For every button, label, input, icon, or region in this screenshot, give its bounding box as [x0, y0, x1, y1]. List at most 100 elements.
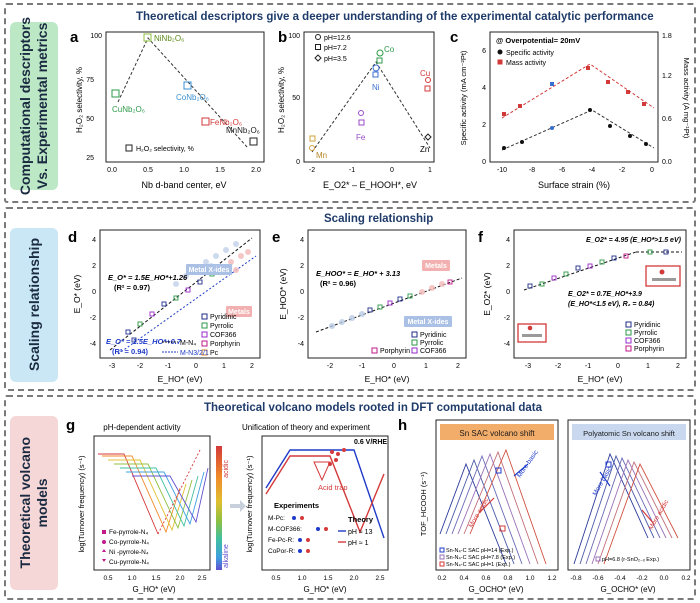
svg-text:-0.8: -0.8: [570, 575, 582, 582]
panel-c: c @ Overpotential= 20mV Specific activit…: [450, 29, 691, 190]
svg-text:Acid trap: Acid trap: [318, 483, 348, 492]
svg-text:4: 4: [482, 85, 486, 92]
svg-text:Ni -pyrrole-N₄: Ni -pyrrole-N₄: [109, 549, 149, 556]
svg-text:1: 1: [222, 363, 226, 370]
svg-text:Experiments: Experiments: [274, 501, 319, 510]
svg-text:4: 4: [506, 237, 510, 244]
svg-text:Porphyrin: Porphyrin: [380, 348, 410, 355]
svg-text:H₂O₂ selectivity, %: H₂O₂ selectivity, %: [75, 67, 84, 133]
svg-text:Unification of theory and expe: Unification of theory and experiment: [242, 423, 371, 432]
svg-text:pH=6.8 (r-SnO₂₋ₓ Exp.): pH=6.8 (r-SnO₂₋ₓ Exp.): [602, 557, 659, 563]
panel-b: b pH=12.6 pH=7.2 pH=3.5 Co Ni Cu Fe Mn Z…: [277, 29, 435, 190]
svg-text:Mn: Mn: [316, 151, 327, 160]
svg-text:Cu: Cu: [420, 69, 430, 78]
svg-text:0.2: 0.2: [681, 575, 690, 582]
svg-text:-0.2: -0.2: [636, 575, 648, 582]
svg-text:E_HO* (eV): E_HO* (eV): [578, 374, 623, 384]
svg-text:Pyrrolic: Pyrrolic: [420, 340, 444, 347]
svg-text:Porphyrin: Porphyrin: [634, 346, 664, 353]
svg-text:-2: -2: [619, 167, 625, 174]
svg-text:CuNb₂O₆: CuNb₂O₆: [112, 105, 145, 114]
svg-text:2.5: 2.5: [375, 575, 384, 582]
svg-text:H₂O₂ selectivity, %: H₂O₂ selectivity, %: [136, 146, 194, 153]
svg-text:0.8: 0.8: [503, 575, 512, 582]
svg-text:(R² = 0.96): (R² = 0.96): [320, 279, 357, 288]
section-title-volcano: Theoretical volcano models rooted in DFT…: [204, 402, 543, 414]
svg-text:-4: -4: [589, 167, 595, 174]
svg-text:Surface strain (%): Surface strain (%): [538, 180, 610, 190]
svg-text:1: 1: [428, 167, 432, 174]
svg-text:G_HO* (eV): G_HO* (eV): [132, 585, 175, 594]
panel-d: d Metal X-ides Metals E_O* = 1.5E_HO*+1.…: [68, 229, 261, 384]
svg-text:Mass activity: Mass activity: [506, 60, 547, 67]
svg-text:Sn SAC volcano shift: Sn SAC volcano shift: [459, 429, 535, 438]
svg-text:-2: -2: [555, 363, 561, 370]
svg-text:2: 2: [456, 363, 460, 370]
svg-text:1.0: 1.0: [525, 575, 534, 582]
svg-text:2.0: 2.0: [349, 575, 358, 582]
svg-text:pH=12.6: pH=12.6: [324, 35, 351, 42]
svg-text:G_OCHO* (eV): G_OCHO* (eV): [468, 585, 523, 594]
svg-text:Pyridinic: Pyridinic: [420, 332, 447, 339]
svg-text:NiNb₂O₆: NiNb₂O₆: [154, 34, 184, 43]
svg-text:M-N3/2/1: M-N3/2/1: [180, 350, 209, 357]
svg-text:1: 1: [646, 363, 650, 370]
svg-text:0: 0: [92, 289, 96, 296]
svg-text:2: 2: [482, 122, 486, 129]
svg-text:2.0: 2.0: [175, 575, 184, 582]
svg-text:0: 0: [482, 159, 486, 166]
svg-text:g: g: [66, 417, 75, 434]
svg-text:d: d: [68, 229, 77, 246]
svg-text:More basic: More basic: [516, 448, 540, 479]
panel-g: g pH-dependent activity Unification of t…: [66, 417, 389, 594]
panel-a: a CuNb₂O₆ NiNb₂O₆ CoNb₂O₆ FeNb₂O₆ MnNb₂O…: [70, 29, 265, 190]
svg-text:COF366: COF366: [210, 332, 237, 339]
svg-text:acidic: acidic: [223, 460, 230, 478]
svg-text:0: 0: [616, 363, 620, 370]
svg-text:0: 0: [506, 289, 510, 296]
svg-text:Metal X-ides: Metal X-ides: [189, 267, 230, 274]
svg-text:Metals: Metals: [228, 309, 250, 316]
svg-text:pH ≈ 1: pH ≈ 1: [348, 540, 369, 547]
svg-text:Theory: Theory: [348, 515, 374, 524]
section-title-scaling: Scaling relationship: [324, 213, 434, 225]
svg-text:75: 75: [86, 77, 94, 84]
svg-text:Co-pyrrole-N₄: Co-pyrrole-N₄: [109, 539, 149, 546]
svg-text:-1: -1: [349, 167, 355, 174]
panel-f: f E_O2* = 4.95 (E_HO*>1.5 eV) E_O2* = 0.…: [478, 229, 687, 384]
side-label-volcano: Theoretical volcano models: [10, 416, 58, 590]
svg-text:0: 0: [392, 363, 396, 370]
svg-text:0.4: 0.4: [459, 575, 468, 582]
svg-text:Pyrrolic: Pyrrolic: [634, 330, 658, 337]
svg-text:Fe-Pc-R:: Fe-Pc-R:: [268, 537, 294, 544]
panel-h: h TOF_HCOOH (s⁻¹) Sn SAC volcano shift M…: [398, 417, 691, 594]
svg-text:G_OCHO* (eV): G_OCHO* (eV): [600, 585, 655, 594]
section-scaling: [4, 207, 696, 391]
section-volcano: [4, 395, 696, 600]
section-descriptors: [4, 3, 696, 203]
svg-text:2: 2: [676, 363, 680, 370]
svg-text:Porphyrin: Porphyrin: [210, 341, 240, 348]
svg-text:50: 50: [292, 95, 300, 102]
svg-text:-3: -3: [109, 363, 115, 370]
svg-text:-4: -4: [504, 341, 510, 348]
svg-text:-2: -2: [327, 363, 333, 370]
svg-text:-2: -2: [90, 315, 96, 322]
side-label-scaling: Scaling relationship: [10, 228, 58, 382]
svg-text:-0.6: -0.6: [592, 575, 604, 582]
svg-text:pH=7.2: pH=7.2: [324, 45, 347, 52]
svg-text:1.0: 1.0: [179, 167, 189, 174]
svg-text:-2: -2: [504, 315, 510, 322]
svg-text:E_O* (eV): E_O* (eV): [72, 274, 82, 313]
svg-text:Metals: Metals: [425, 263, 447, 270]
svg-text:E_O2* = 0.7E_HO*+3.9: E_O2* = 0.7E_HO*+3.9: [568, 291, 642, 298]
svg-text:6: 6: [482, 48, 486, 55]
svg-text:Pc: Pc: [210, 350, 219, 357]
svg-text:-1: -1: [359, 363, 365, 370]
svg-text:(R² = 0.97): (R² = 0.97): [114, 283, 151, 292]
svg-text:COF366: COF366: [420, 348, 447, 355]
svg-text:E_O* = 1.5E_HO*+1.26: E_O* = 1.5E_HO*+1.26: [108, 273, 188, 282]
svg-text:1: 1: [424, 363, 428, 370]
svg-text:(R² = 0.94): (R² = 0.94): [112, 347, 149, 356]
svg-text:0.5: 0.5: [143, 167, 153, 174]
